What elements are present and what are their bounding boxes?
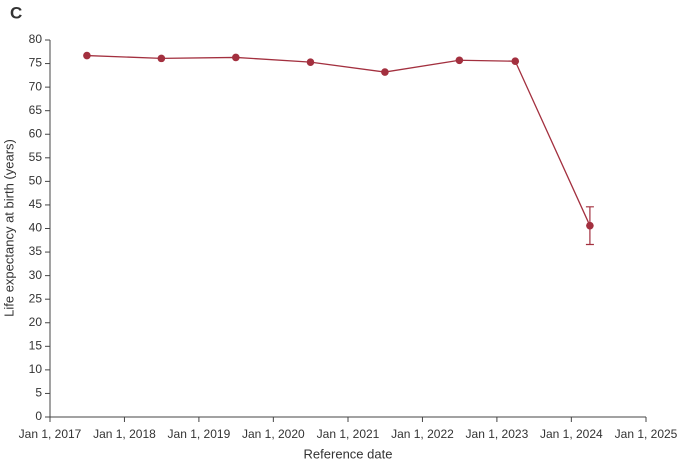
point bbox=[83, 51, 91, 60]
x-tick-label: Jan 1, 2022 bbox=[391, 427, 454, 441]
x-tick-label: Jan 1, 2021 bbox=[317, 427, 380, 441]
x-tick-label: Jan 1, 2018 bbox=[93, 427, 156, 441]
y-tick-label: 55 bbox=[29, 150, 43, 164]
y-tick-label: 20 bbox=[29, 315, 43, 329]
y-tick-label: 10 bbox=[29, 362, 43, 376]
x-tick-label: Jan 1, 2017 bbox=[19, 427, 82, 441]
y-tick-label: 0 bbox=[35, 409, 42, 423]
point bbox=[586, 221, 594, 230]
x-tick-label: Jan 1, 2019 bbox=[168, 427, 231, 441]
y-tick-label: 75 bbox=[29, 56, 43, 70]
line bbox=[86, 54, 591, 226]
y-tick-label: 50 bbox=[29, 174, 43, 188]
point bbox=[455, 56, 464, 65]
y-tick-label: 25 bbox=[29, 291, 43, 305]
y-tick-label: 5 bbox=[35, 386, 42, 400]
y-tick-label: 40 bbox=[29, 221, 43, 235]
y-tick-label: 45 bbox=[29, 197, 43, 211]
x-tick-label: Jan 1, 2024 bbox=[540, 427, 603, 441]
y-tick-label: 35 bbox=[29, 244, 43, 258]
x-tick-label: Jan 1, 2023 bbox=[466, 427, 529, 441]
y-tick-label: 30 bbox=[29, 268, 43, 282]
y-tick-label: 80 bbox=[29, 32, 43, 46]
point bbox=[306, 58, 315, 66]
point bbox=[381, 68, 389, 76]
y-tick-label: 65 bbox=[29, 103, 43, 117]
y-tick-label: 70 bbox=[29, 79, 43, 93]
y-tick-label: 60 bbox=[29, 126, 43, 140]
y-tick-label: 15 bbox=[29, 338, 43, 352]
x-tick-label: Jan 1, 2020 bbox=[242, 427, 305, 441]
panel-label: C bbox=[10, 3, 22, 22]
x-axis-label: Reference date bbox=[304, 446, 393, 461]
y-axis-label: Life expectancy at birth (years) bbox=[1, 139, 16, 317]
point bbox=[511, 57, 520, 66]
x-tick-label: Jan 1, 2025 bbox=[615, 427, 678, 441]
point bbox=[232, 53, 240, 62]
point bbox=[157, 54, 166, 63]
